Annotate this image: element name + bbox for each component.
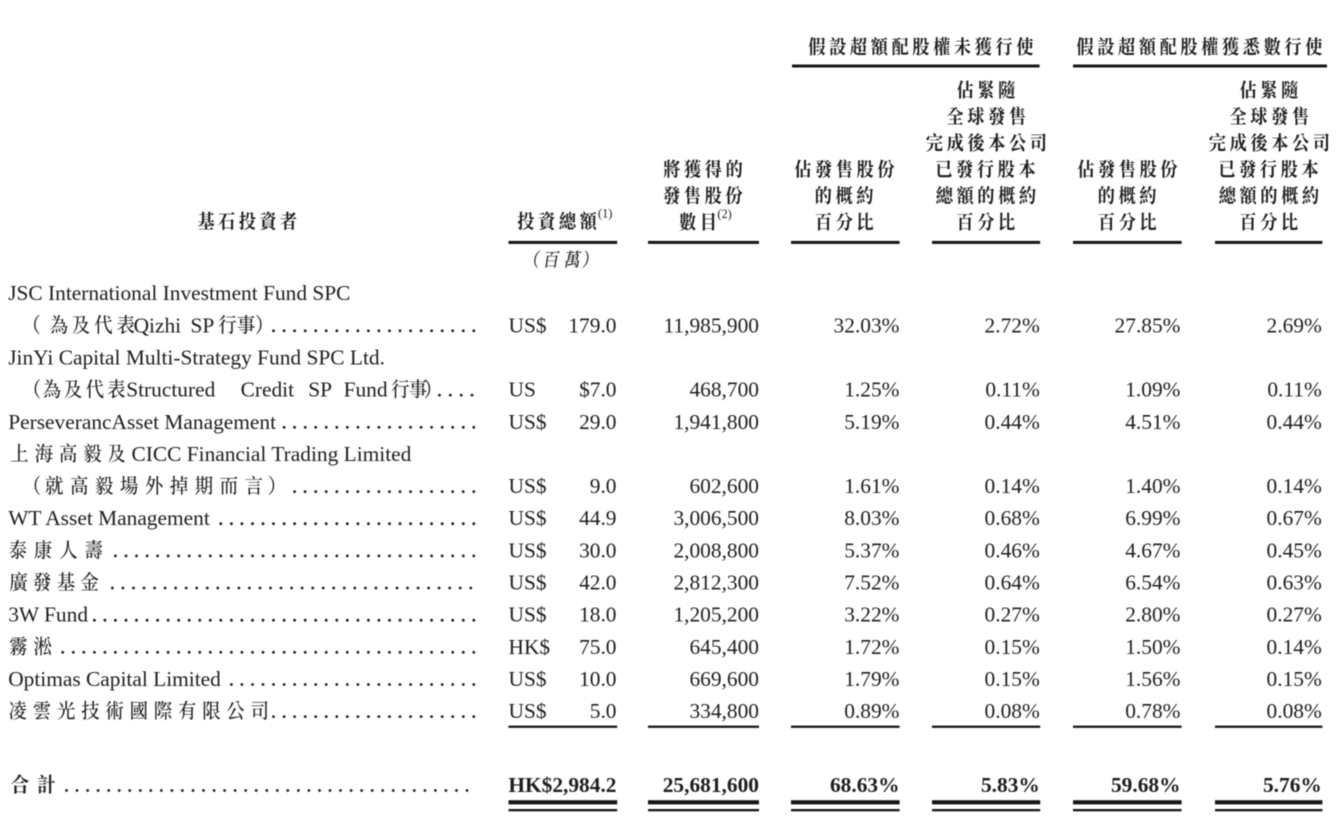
svg-text:6.54%: 6.54% — [1125, 571, 1180, 595]
svg-text:68.63%: 68.63% — [830, 773, 900, 797]
svg-text:US$: US$ — [509, 571, 547, 595]
svg-text:$7.0: $7.0 — [579, 378, 616, 402]
svg-text:Fund: Fund — [344, 378, 388, 402]
svg-text:US$: US$ — [509, 506, 547, 530]
svg-text:1.25%: 1.25% — [844, 378, 899, 402]
svg-text:5.76%: 5.76% — [1263, 773, 1322, 797]
svg-text:US$: US$ — [509, 313, 547, 337]
svg-text:5.19%: 5.19% — [844, 410, 899, 434]
svg-text:2,008,800: 2,008,800 — [673, 538, 759, 562]
svg-text:3,006,500: 3,006,500 — [673, 506, 759, 530]
svg-text:0.63%: 0.63% — [1267, 571, 1322, 595]
svg-text:(1): (1) — [598, 207, 612, 221]
svg-text:Qizhi: Qizhi — [134, 313, 182, 337]
svg-text:JSC International Investment F: JSC International Investment Fund SPC — [8, 281, 350, 305]
svg-text:0.89%: 0.89% — [844, 699, 899, 723]
svg-text:0.67%: 0.67% — [1267, 506, 1322, 530]
svg-text:5.83%: 5.83% — [981, 773, 1040, 797]
svg-text:SP: SP — [191, 313, 215, 337]
svg-text:1,205,200: 1,205,200 — [673, 603, 759, 627]
svg-text:59.68%: 59.68% — [1111, 773, 1181, 797]
svg-text:4.51%: 4.51% — [1125, 410, 1180, 434]
svg-text:PerseverancAsset Management: PerseverancAsset Management — [8, 410, 276, 434]
svg-text:0.15%: 0.15% — [985, 635, 1040, 659]
svg-text:1.40%: 1.40% — [1125, 474, 1180, 498]
svg-text:0.14%: 0.14% — [1267, 474, 1322, 498]
svg-text:Credit: Credit — [241, 378, 295, 402]
svg-text:3W Fund: 3W Fund — [8, 603, 88, 627]
svg-text:7.52%: 7.52% — [844, 571, 899, 595]
svg-text:2.80%: 2.80% — [1125, 603, 1180, 627]
svg-text:US: US — [509, 378, 536, 402]
svg-text:US$: US$ — [509, 699, 547, 723]
svg-text:Structured: Structured — [126, 378, 215, 402]
svg-text:11,985,900: 11,985,900 — [664, 313, 759, 337]
svg-text:0.44%: 0.44% — [1267, 410, 1322, 434]
svg-text:1.09%: 1.09% — [1125, 378, 1180, 402]
svg-text:4.67%: 4.67% — [1125, 538, 1180, 562]
svg-text:42.0: 42.0 — [579, 571, 616, 595]
svg-text:179.0: 179.0 — [568, 313, 616, 337]
svg-text:0.27%: 0.27% — [1267, 603, 1322, 627]
svg-text:0.68%: 0.68% — [985, 506, 1040, 530]
svg-text:1.79%: 1.79% — [844, 667, 899, 691]
svg-text:1,941,800: 1,941,800 — [673, 410, 759, 434]
svg-text:2,812,300: 2,812,300 — [673, 571, 759, 595]
svg-text:0.11%: 0.11% — [985, 378, 1040, 402]
svg-text:1.56%: 1.56% — [1125, 667, 1180, 691]
svg-text:602,600: 602,600 — [689, 474, 759, 498]
svg-text:US$: US$ — [509, 667, 547, 691]
svg-text:1.50%: 1.50% — [1125, 635, 1180, 659]
svg-text:0.08%: 0.08% — [1267, 699, 1322, 723]
svg-text:0.14%: 0.14% — [985, 474, 1040, 498]
svg-text:CICC Financial Trading Limited: CICC Financial Trading Limited — [132, 442, 412, 466]
svg-text:0.27%: 0.27% — [985, 603, 1040, 627]
svg-text:9.0: 9.0 — [590, 474, 617, 498]
svg-text:HK$2,984.2: HK$2,984.2 — [508, 773, 616, 797]
svg-text:US$: US$ — [509, 603, 547, 627]
svg-text:(2): (2) — [717, 207, 731, 221]
svg-text:8.03%: 8.03% — [844, 506, 899, 530]
svg-text:2.69%: 2.69% — [1267, 313, 1322, 337]
svg-text:6.99%: 6.99% — [1125, 506, 1180, 530]
svg-text:US$: US$ — [509, 474, 547, 498]
svg-text:0.14%: 0.14% — [1267, 635, 1322, 659]
svg-text:25,681,600: 25,681,600 — [663, 773, 759, 797]
svg-text:1.61%: 1.61% — [844, 474, 899, 498]
svg-text:0.11%: 0.11% — [1267, 378, 1322, 402]
svg-text:2.72%: 2.72% — [985, 313, 1040, 337]
svg-text:10.0: 10.0 — [579, 667, 616, 691]
svg-text:US$: US$ — [509, 538, 547, 562]
svg-text:SP: SP — [308, 378, 332, 402]
svg-text:0.46%: 0.46% — [985, 538, 1040, 562]
svg-text:1.72%: 1.72% — [844, 635, 899, 659]
svg-text:75.0: 75.0 — [579, 635, 616, 659]
svg-text:30.0: 30.0 — [579, 538, 616, 562]
svg-text:HK$: HK$ — [509, 635, 551, 659]
svg-text:0.15%: 0.15% — [985, 667, 1040, 691]
svg-text:334,800: 334,800 — [689, 699, 759, 723]
svg-text:27.85%: 27.85% — [1115, 313, 1181, 337]
svg-text:WT Asset Management: WT Asset Management — [8, 506, 210, 530]
svg-text:32.03%: 32.03% — [834, 313, 900, 337]
svg-text:0.08%: 0.08% — [985, 699, 1040, 723]
svg-text:US$: US$ — [509, 410, 547, 434]
svg-text:3.22%: 3.22% — [844, 603, 899, 627]
svg-text:44.9: 44.9 — [579, 506, 616, 530]
svg-text:5.0: 5.0 — [590, 699, 617, 723]
svg-text:0.44%: 0.44% — [985, 410, 1040, 434]
svg-text:645,400: 645,400 — [689, 635, 759, 659]
svg-text:JinYi Capital Multi-Strategy F: JinYi Capital Multi-Strategy Fund SPC Lt… — [8, 346, 385, 370]
svg-text:5.37%: 5.37% — [844, 538, 899, 562]
svg-text:0.15%: 0.15% — [1267, 667, 1322, 691]
svg-text:669,600: 669,600 — [689, 667, 759, 691]
svg-text:18.0: 18.0 — [579, 603, 616, 627]
svg-text:468,700: 468,700 — [689, 378, 759, 402]
svg-text:0.64%: 0.64% — [985, 571, 1040, 595]
svg-text:Optimas Capital Limited: Optimas Capital Limited — [8, 667, 221, 691]
svg-text:0.45%: 0.45% — [1267, 538, 1322, 562]
svg-text:29.0: 29.0 — [579, 410, 616, 434]
svg-text:0.78%: 0.78% — [1125, 699, 1180, 723]
